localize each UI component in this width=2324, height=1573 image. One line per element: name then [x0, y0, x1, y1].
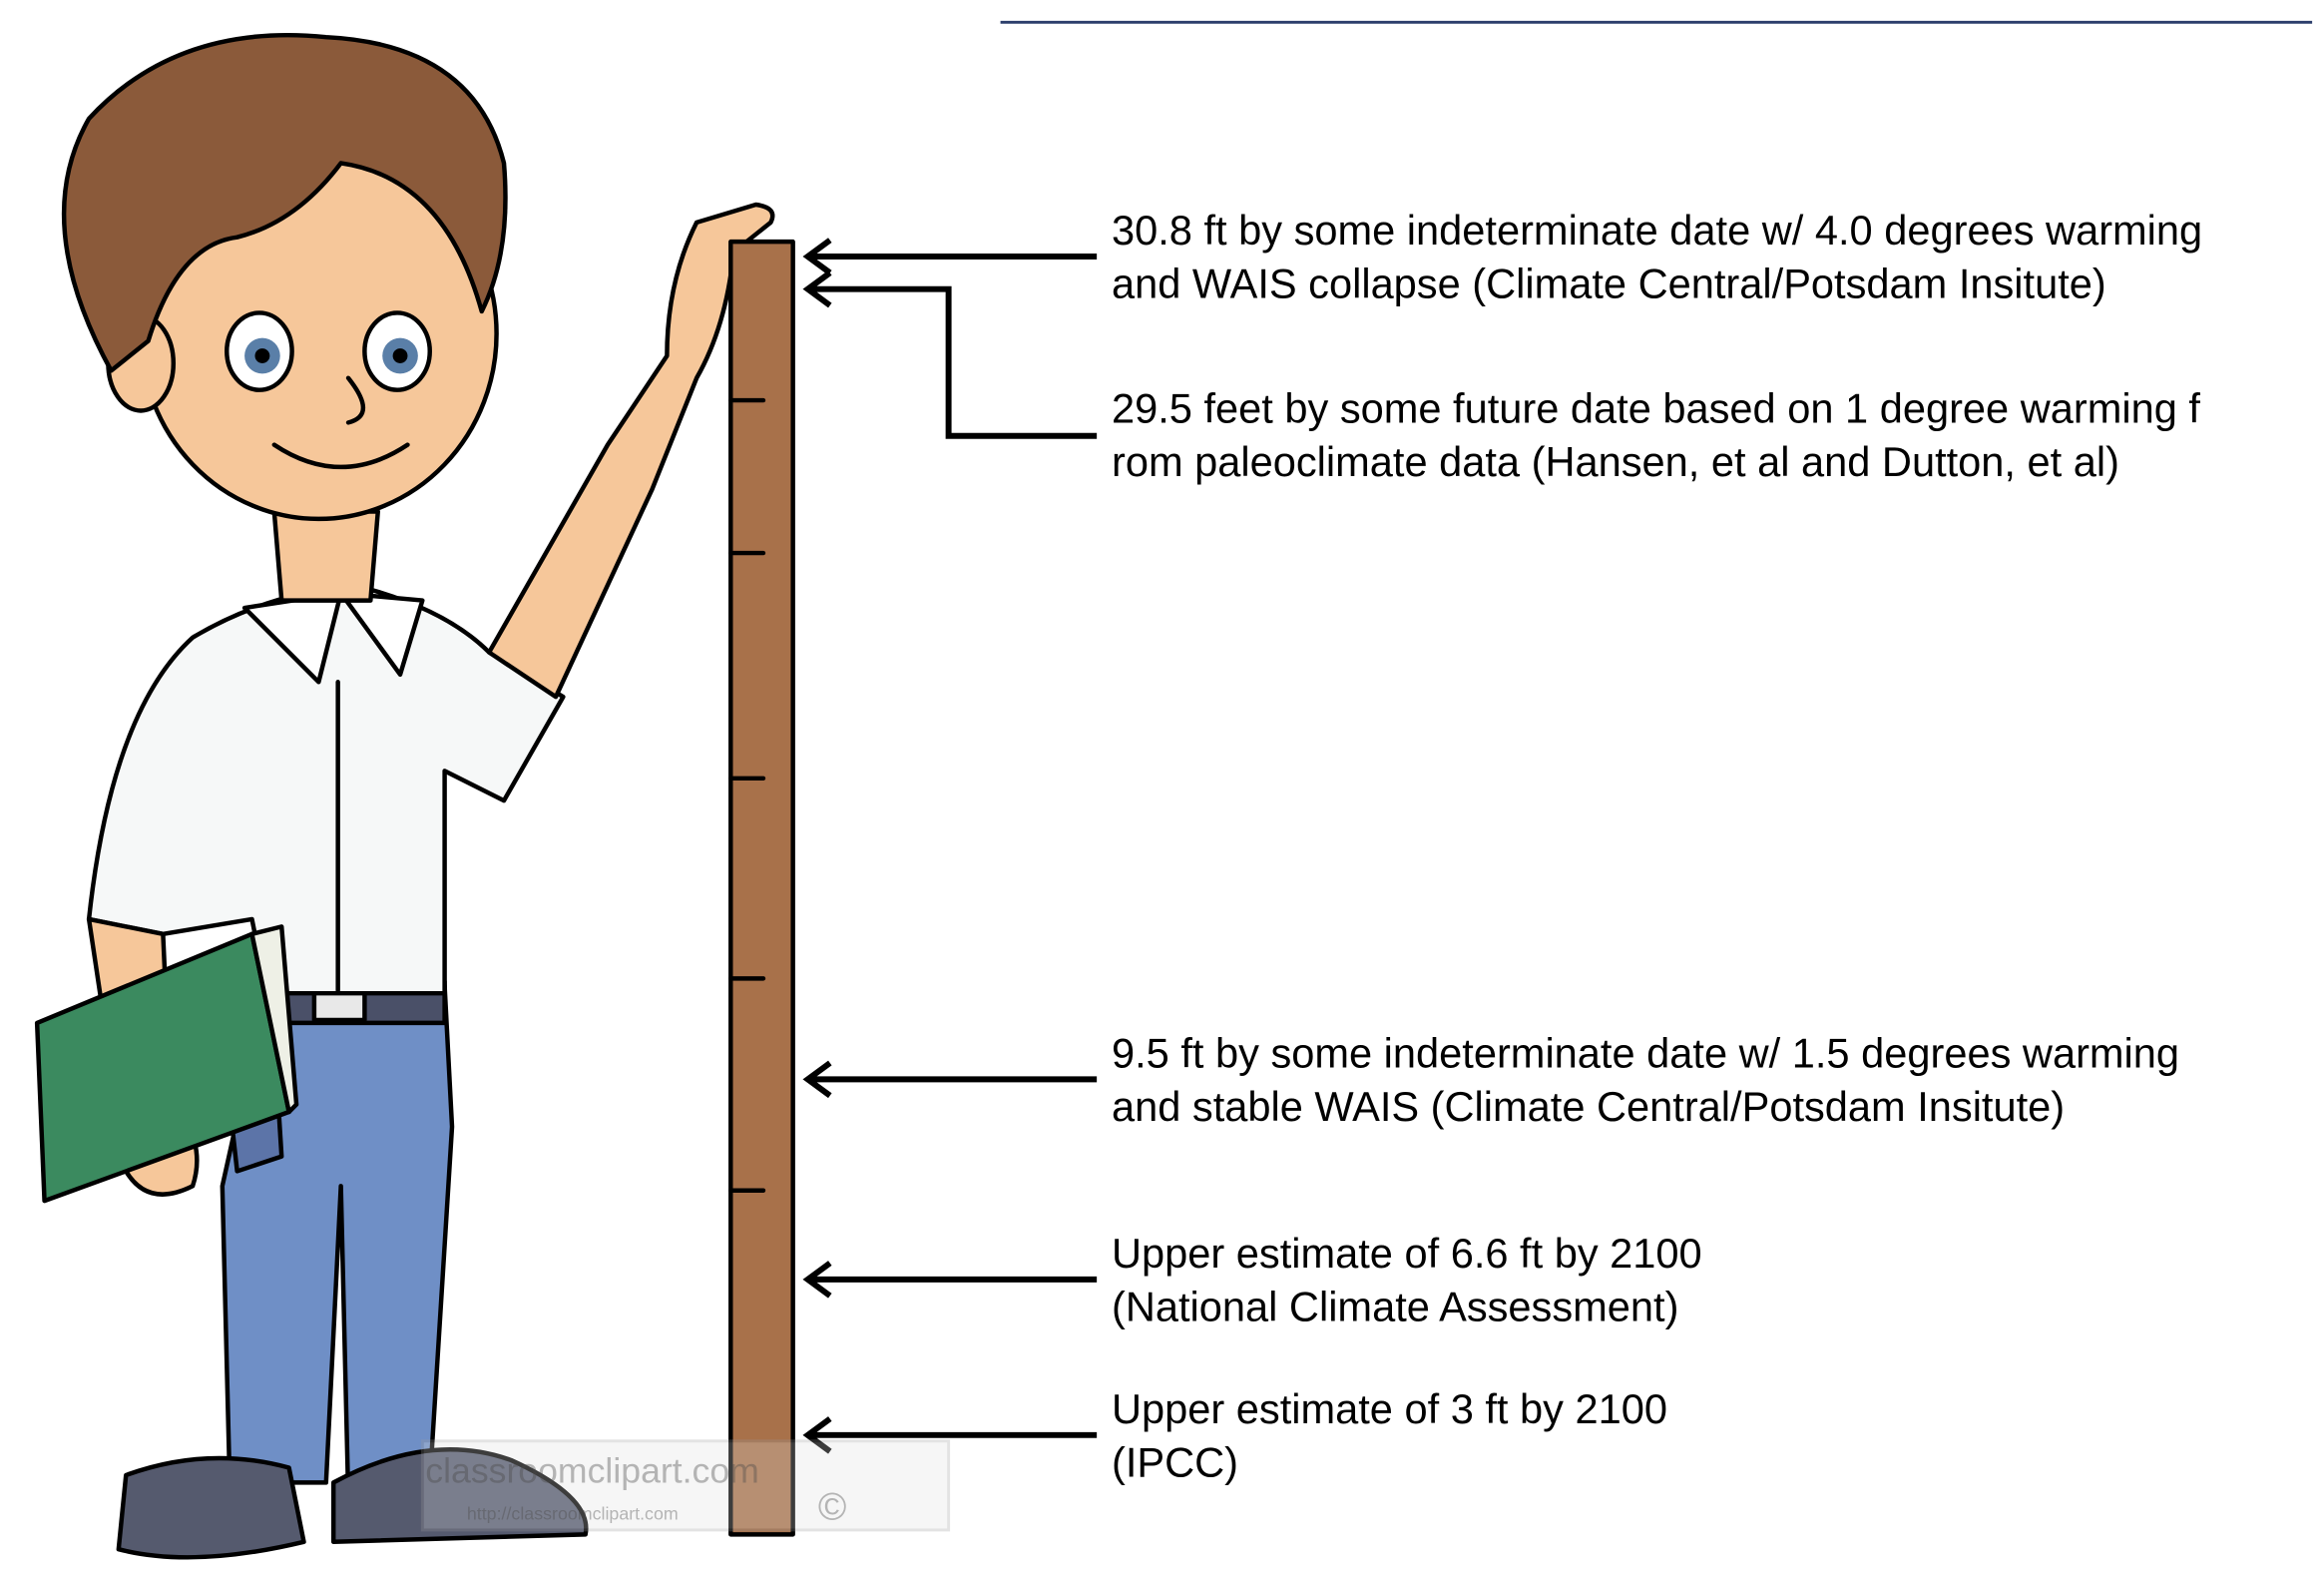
annotation-line: and stable WAIS (Climate Central/Potsdam…: [1112, 1083, 2065, 1130]
annotation-line: 9.5 ft by some indeterminate date w/ 1.5…: [1112, 1029, 2179, 1076]
watermark-site: classroomclipart.com: [425, 1450, 759, 1490]
diagram: classroomclipart.com http://classroomcli…: [0, 0, 2324, 1573]
annotation-line: and WAIS collapse (Climate Central/Potsd…: [1112, 261, 2106, 307]
watermark-url: http://classroomclipart.com: [467, 1503, 679, 1523]
measuring-stick: [730, 242, 792, 1534]
watermark-symbol: ©: [818, 1485, 846, 1528]
annotation-line: rom paleoclimate data (Hansen, et al and…: [1112, 438, 2119, 485]
annotation-line: (National Climate Assessment): [1112, 1283, 1678, 1329]
boy-illustration: [37, 35, 772, 1557]
annotation-line: Upper estimate of 3 ft by 2100: [1112, 1385, 1667, 1432]
watermark: classroomclipart.com http://classroomcli…: [422, 1441, 948, 1530]
annotation-line: Upper estimate of 6.6 ft by 2100: [1112, 1230, 1702, 1277]
annotation-line: 30.8 ft by some indeterminate date w/ 4.…: [1112, 207, 2202, 254]
arrows: [808, 241, 1098, 1452]
annotation-line: (IPCC): [1112, 1438, 1238, 1485]
annotations: 30.8 ft by some indeterminate date w/ 4.…: [1112, 207, 2202, 1485]
annotation-line: 29.5 feet by some future date based on 1…: [1112, 384, 2200, 431]
